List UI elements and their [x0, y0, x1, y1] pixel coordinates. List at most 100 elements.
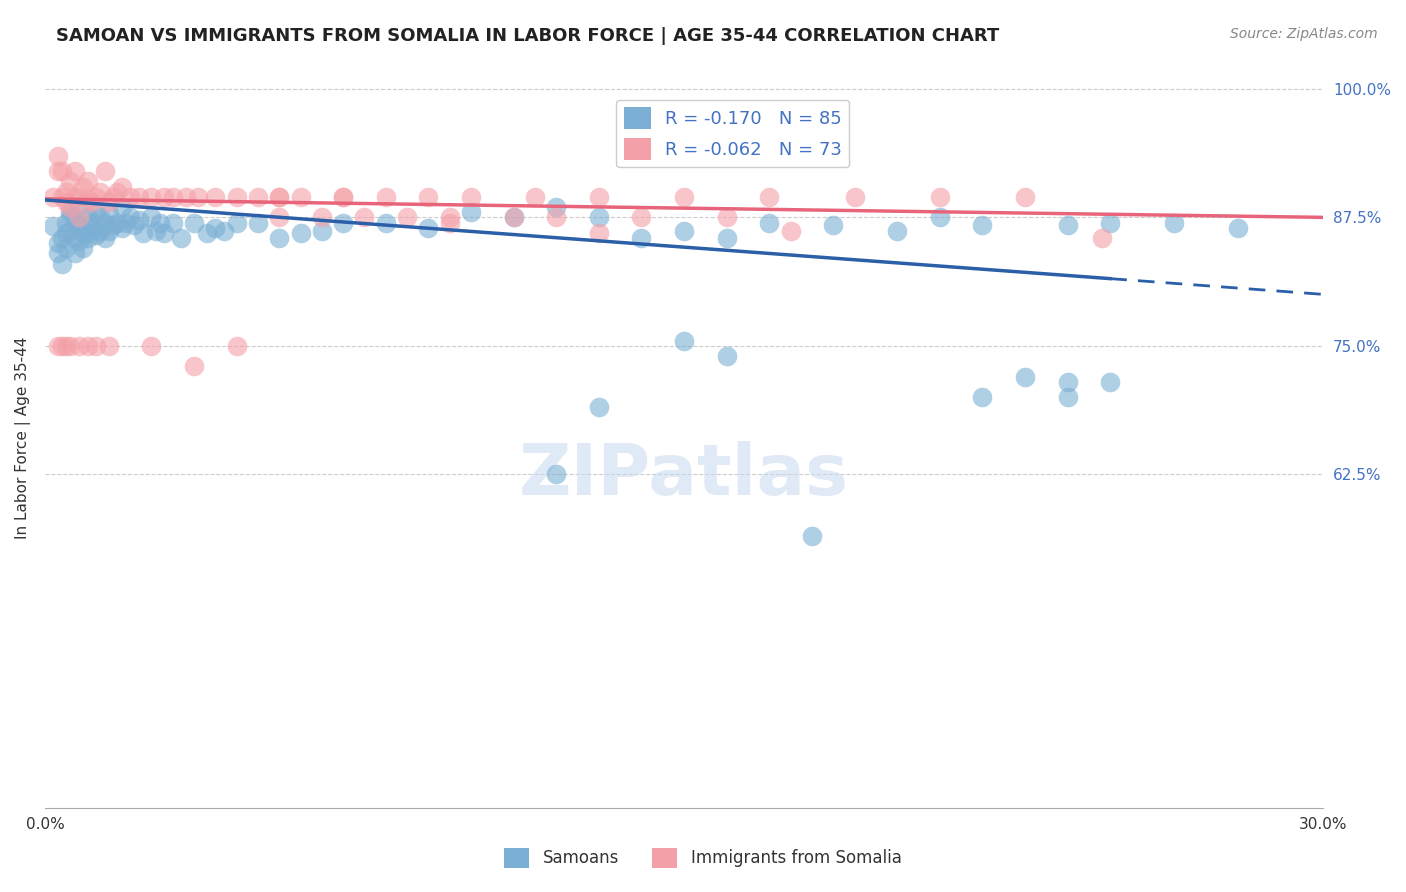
Point — [128, 190, 150, 204]
Legend: Samoans, Immigrants from Somalia: Samoans, Immigrants from Somalia — [498, 841, 908, 875]
Point — [290, 190, 312, 204]
Point — [59, 224, 82, 238]
Point — [460, 190, 482, 204]
Point — [76, 211, 98, 225]
Point — [132, 226, 155, 240]
Point — [174, 190, 197, 204]
Point — [110, 220, 132, 235]
Point — [80, 220, 103, 235]
Point — [502, 211, 524, 225]
Point — [269, 231, 291, 245]
Point — [55, 226, 77, 240]
Point — [673, 190, 696, 204]
Point — [67, 190, 90, 204]
Point — [76, 174, 98, 188]
Text: SAMOAN VS IMMIGRANTS FROM SOMALIA IN LABOR FORCE | AGE 35-44 CORRELATION CHART: SAMOAN VS IMMIGRANTS FROM SOMALIA IN LAB… — [56, 27, 1000, 45]
Point — [89, 211, 111, 225]
Point — [1163, 215, 1185, 229]
Text: ZIPatlas: ZIPatlas — [519, 441, 849, 509]
Point — [332, 190, 354, 204]
Point — [162, 215, 184, 229]
Point — [120, 211, 142, 225]
Point — [46, 164, 69, 178]
Point — [80, 194, 103, 209]
Point — [1056, 375, 1078, 389]
Point — [225, 215, 247, 229]
Point — [51, 164, 73, 178]
Point — [72, 241, 94, 255]
Point — [928, 211, 950, 225]
Point — [93, 164, 115, 178]
Point — [84, 227, 107, 242]
Point — [588, 226, 610, 240]
Point — [779, 224, 801, 238]
Point — [588, 401, 610, 415]
Point — [716, 211, 738, 225]
Point — [115, 215, 138, 229]
Point — [97, 194, 120, 209]
Point — [63, 215, 86, 229]
Point — [246, 215, 269, 229]
Point — [1056, 218, 1078, 232]
Point — [183, 359, 205, 374]
Point — [269, 211, 291, 225]
Point — [374, 215, 396, 229]
Point — [311, 224, 333, 238]
Point — [105, 215, 128, 229]
Point — [1014, 190, 1036, 204]
Point — [128, 213, 150, 227]
Point — [153, 226, 176, 240]
Point — [76, 226, 98, 240]
Point — [84, 190, 107, 204]
Point — [588, 211, 610, 225]
Point — [269, 190, 291, 204]
Point — [55, 194, 77, 209]
Point — [72, 179, 94, 194]
Point — [141, 190, 163, 204]
Point — [439, 215, 461, 229]
Point — [246, 190, 269, 204]
Point — [212, 224, 235, 238]
Point — [673, 334, 696, 348]
Point — [63, 164, 86, 178]
Point — [353, 211, 375, 225]
Point — [124, 218, 146, 232]
Point — [55, 215, 77, 229]
Point — [1056, 390, 1078, 404]
Point — [758, 190, 780, 204]
Point — [59, 211, 82, 225]
Point — [59, 205, 82, 219]
Point — [332, 190, 354, 204]
Point — [76, 193, 98, 207]
Point — [195, 226, 218, 240]
Point — [63, 231, 86, 245]
Point — [673, 224, 696, 238]
Point — [290, 226, 312, 240]
Point — [46, 339, 69, 353]
Point — [183, 215, 205, 229]
Point — [716, 349, 738, 363]
Point — [141, 211, 163, 225]
Legend: R = -0.170   N = 85, R = -0.062   N = 73: R = -0.170 N = 85, R = -0.062 N = 73 — [616, 100, 849, 168]
Point — [204, 190, 226, 204]
Point — [630, 211, 652, 225]
Y-axis label: In Labor Force | Age 35-44: In Labor Force | Age 35-44 — [15, 337, 31, 540]
Point — [886, 224, 908, 238]
Point — [63, 190, 86, 204]
Point — [67, 211, 90, 225]
Point — [67, 339, 90, 353]
Point — [311, 211, 333, 225]
Point — [46, 235, 69, 250]
Point — [1014, 369, 1036, 384]
Point — [546, 200, 568, 214]
Point — [67, 200, 90, 214]
Point — [269, 190, 291, 204]
Point — [149, 215, 172, 229]
Point — [630, 231, 652, 245]
Point — [72, 226, 94, 240]
Point — [844, 190, 866, 204]
Point — [89, 185, 111, 199]
Point — [1227, 220, 1250, 235]
Point — [187, 190, 209, 204]
Point — [84, 339, 107, 353]
